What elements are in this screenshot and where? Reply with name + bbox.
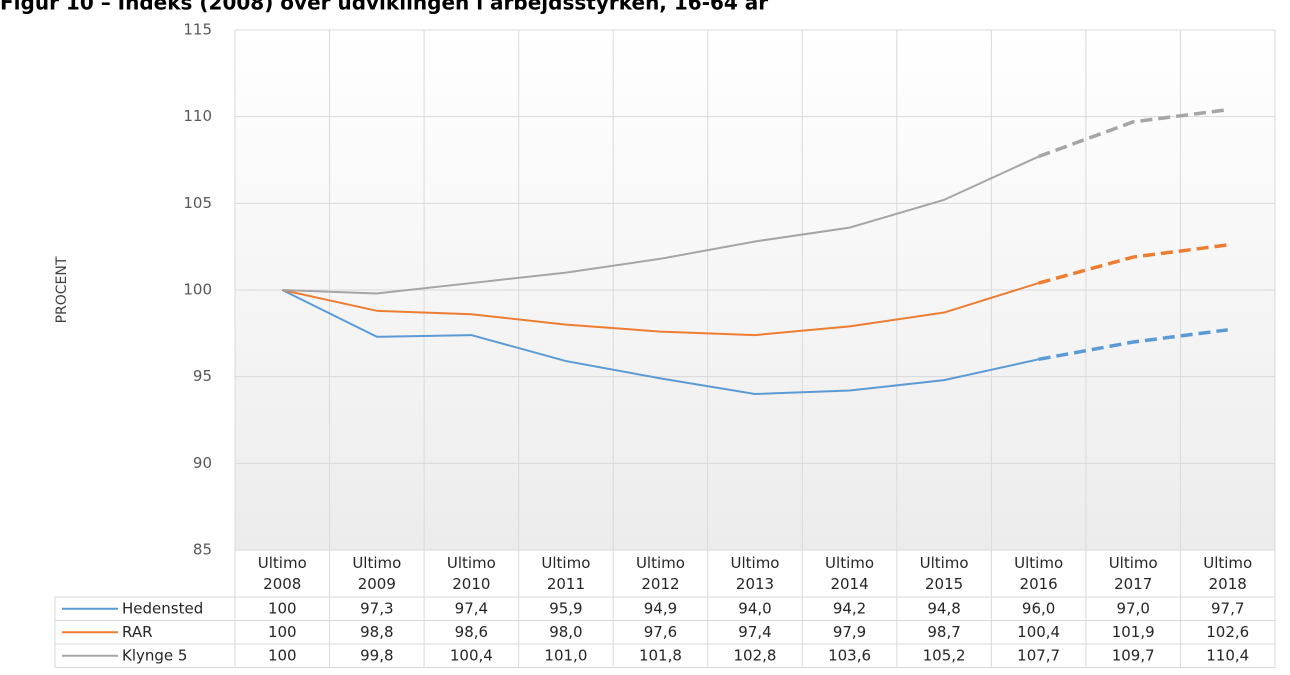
x-tick-label: Ultimo 2013 bbox=[731, 554, 780, 593]
table-value: 100,4 bbox=[1017, 623, 1060, 641]
table-value: 100,4 bbox=[450, 646, 493, 664]
x-tick-label: Ultimo 2015 bbox=[920, 554, 969, 593]
x-tick-label: Ultimo 2014 bbox=[825, 554, 874, 593]
table-value: 97,4 bbox=[738, 623, 771, 641]
table-value: 97,9 bbox=[833, 623, 866, 641]
table-value: 101,9 bbox=[1112, 623, 1155, 641]
table-value: 97,6 bbox=[644, 623, 677, 641]
y-axis-label: PROCENT bbox=[54, 256, 70, 323]
table-value: 105,2 bbox=[923, 646, 966, 664]
series-line bbox=[282, 155, 1040, 295]
y-tick-label: 85 bbox=[193, 541, 212, 559]
table-value: 101,8 bbox=[639, 646, 682, 664]
y-tick-label: 110 bbox=[183, 107, 212, 125]
table-value: 94,9 bbox=[644, 599, 677, 617]
x-tick-label: Ultimo 2008 bbox=[258, 554, 307, 593]
table-value: 100 bbox=[268, 646, 297, 664]
table-value: 97,3 bbox=[360, 599, 393, 617]
y-tick-label: 90 bbox=[193, 454, 212, 472]
y-tick-label: 100 bbox=[183, 281, 212, 299]
x-tick-label: Ultimo 2011 bbox=[541, 554, 590, 593]
table-value: 110,4 bbox=[1206, 646, 1249, 664]
legend-label: Hedensted bbox=[122, 599, 203, 617]
y-tick-label: 95 bbox=[193, 367, 212, 385]
chart-title: Figur 10 – Indeks (2008) over udviklinge… bbox=[0, 0, 768, 15]
series-line bbox=[1038, 243, 1228, 285]
x-tick-label: Ultimo 2009 bbox=[352, 554, 401, 593]
table-value: 98,6 bbox=[455, 623, 488, 641]
table-value: 98,8 bbox=[360, 623, 393, 641]
x-tick-label: Ultimo 2017 bbox=[1109, 554, 1158, 593]
table-value: 97,0 bbox=[1116, 599, 1149, 617]
table-value: 109,7 bbox=[1112, 646, 1155, 664]
table-value: 94,0 bbox=[738, 599, 771, 617]
legend-label: Klynge 5 bbox=[122, 646, 187, 664]
table-value: 97,4 bbox=[455, 599, 488, 617]
legend-label: RAR bbox=[122, 623, 153, 641]
series-line bbox=[1038, 328, 1228, 362]
series-line bbox=[281, 289, 1039, 396]
table-value: 102,6 bbox=[1206, 623, 1249, 641]
y-tick-label: 105 bbox=[183, 194, 212, 212]
x-tick-label: Ultimo 2010 bbox=[447, 554, 496, 593]
table-value: 94,2 bbox=[833, 599, 866, 617]
table-value: 98,0 bbox=[549, 623, 582, 641]
x-tick-label: Ultimo 2012 bbox=[636, 554, 685, 593]
table-value: 97,7 bbox=[1211, 599, 1244, 617]
table-value: 101,0 bbox=[544, 646, 587, 664]
x-tick-label: Ultimo 2018 bbox=[1203, 554, 1252, 593]
table-value: 102,8 bbox=[734, 646, 777, 664]
table-value: 100 bbox=[268, 623, 297, 641]
table-value: 99,8 bbox=[360, 646, 393, 664]
table-value: 107,7 bbox=[1017, 646, 1060, 664]
table-value: 94,8 bbox=[927, 599, 960, 617]
series-line bbox=[1038, 107, 1228, 159]
y-tick-label: 115 bbox=[183, 21, 212, 39]
table-value: 95,9 bbox=[549, 599, 582, 617]
table-value: 103,6 bbox=[828, 646, 871, 664]
table-value: 98,7 bbox=[927, 623, 960, 641]
table-value: 96,0 bbox=[1022, 599, 1055, 617]
x-tick-label: Ultimo 2016 bbox=[1014, 554, 1063, 593]
series-line bbox=[282, 282, 1039, 337]
table-value: 100 bbox=[268, 599, 297, 617]
